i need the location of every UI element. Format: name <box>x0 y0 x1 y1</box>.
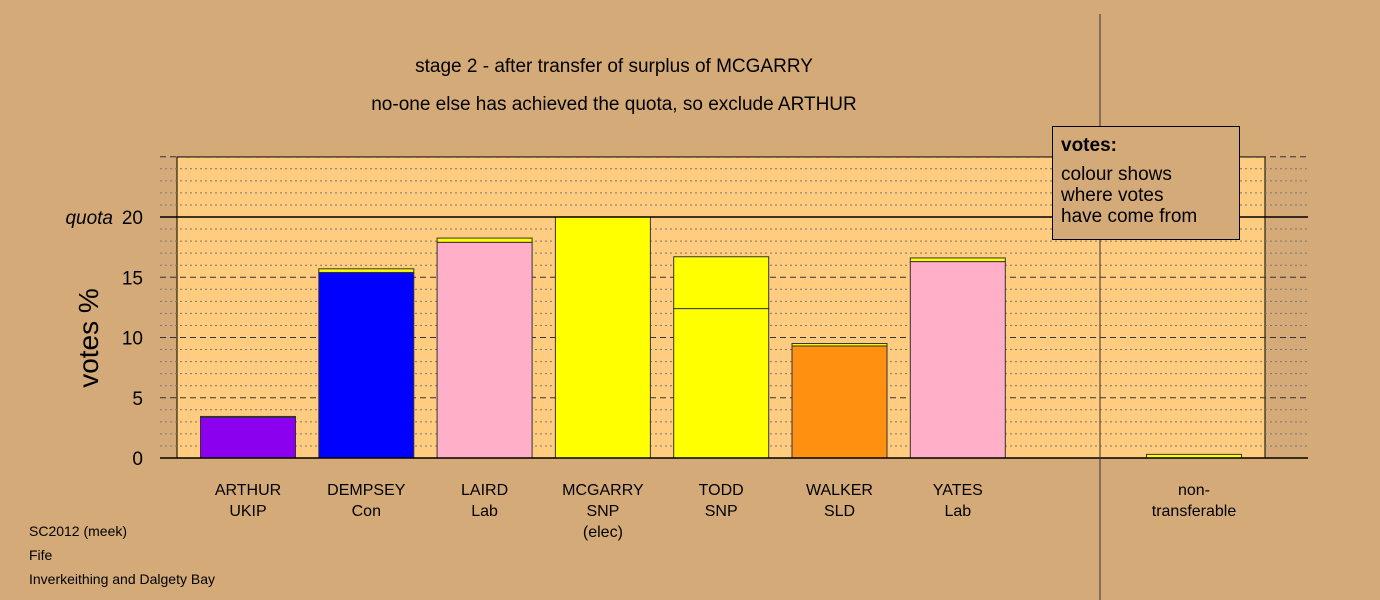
category-labels: ARTHUR UKIP DEMPSEY Con LAIRD Lab MCGARRY SNP (e… <box>215 482 1237 541</box>
bar-segment <box>791 345 888 459</box>
category-label: YATES <box>933 482 983 499</box>
category-label: UKIP <box>229 503 266 520</box>
bar-segment <box>200 415 296 418</box>
legend-title: votes: <box>1061 135 1117 156</box>
category-label: Lab <box>944 503 971 520</box>
bar-segment <box>673 256 770 310</box>
legend-line: have come from <box>1061 206 1198 227</box>
category-label: MCGARRY <box>562 482 644 499</box>
y-tick-label: 15 <box>122 268 143 289</box>
y-tick-label: 5 <box>132 389 143 410</box>
bar-segment <box>318 271 415 459</box>
category-label: ARTHUR <box>215 482 281 499</box>
category-label: SLD <box>824 503 855 520</box>
bar-segment <box>200 416 296 459</box>
bar-segment <box>436 241 533 459</box>
bar-segment <box>318 268 415 273</box>
category-label: Con <box>352 503 381 520</box>
category-label: transferable <box>1152 503 1237 520</box>
category-label: WALKER <box>806 482 873 499</box>
category-label: LAIRD <box>461 482 508 499</box>
category-label: non- <box>1178 482 1210 499</box>
y-axis-label: votes % <box>73 288 104 388</box>
category-label: SNP <box>705 503 738 520</box>
bar-segment <box>791 343 888 347</box>
y-tick-label: 10 <box>122 329 143 350</box>
chart-subtitle: no-one else has achieved the quota, so e… <box>371 94 857 115</box>
legend-line: where votes <box>1061 185 1164 206</box>
footer-council: Fife <box>29 547 53 563</box>
footer-ward: Inverkeithing and Dalgety Bay <box>29 571 215 587</box>
bar-segment <box>909 257 1006 263</box>
footer-method: SC2012 (meek) <box>29 523 128 539</box>
chart-title: stage 2 - after transfer of surplus of M… <box>415 56 813 77</box>
bar-segment <box>673 308 770 459</box>
y-tick-label: 0 <box>132 449 143 470</box>
category-label: TODD <box>699 482 744 499</box>
category-label: (elec) <box>583 524 623 541</box>
legend: votes: colour shows where votes have com… <box>1052 126 1240 240</box>
category-label: SNP <box>586 503 619 520</box>
bar-segment <box>554 216 651 459</box>
bar-segment <box>909 261 1006 459</box>
legend-line: colour shows <box>1061 164 1172 185</box>
bar-segment <box>436 237 533 243</box>
quota-label: quota <box>65 208 113 229</box>
bars <box>200 216 1242 459</box>
category-label: Lab <box>471 503 498 520</box>
y-tick-label: 20 <box>122 208 143 229</box>
category-label: DEMPSEY <box>327 482 406 499</box>
